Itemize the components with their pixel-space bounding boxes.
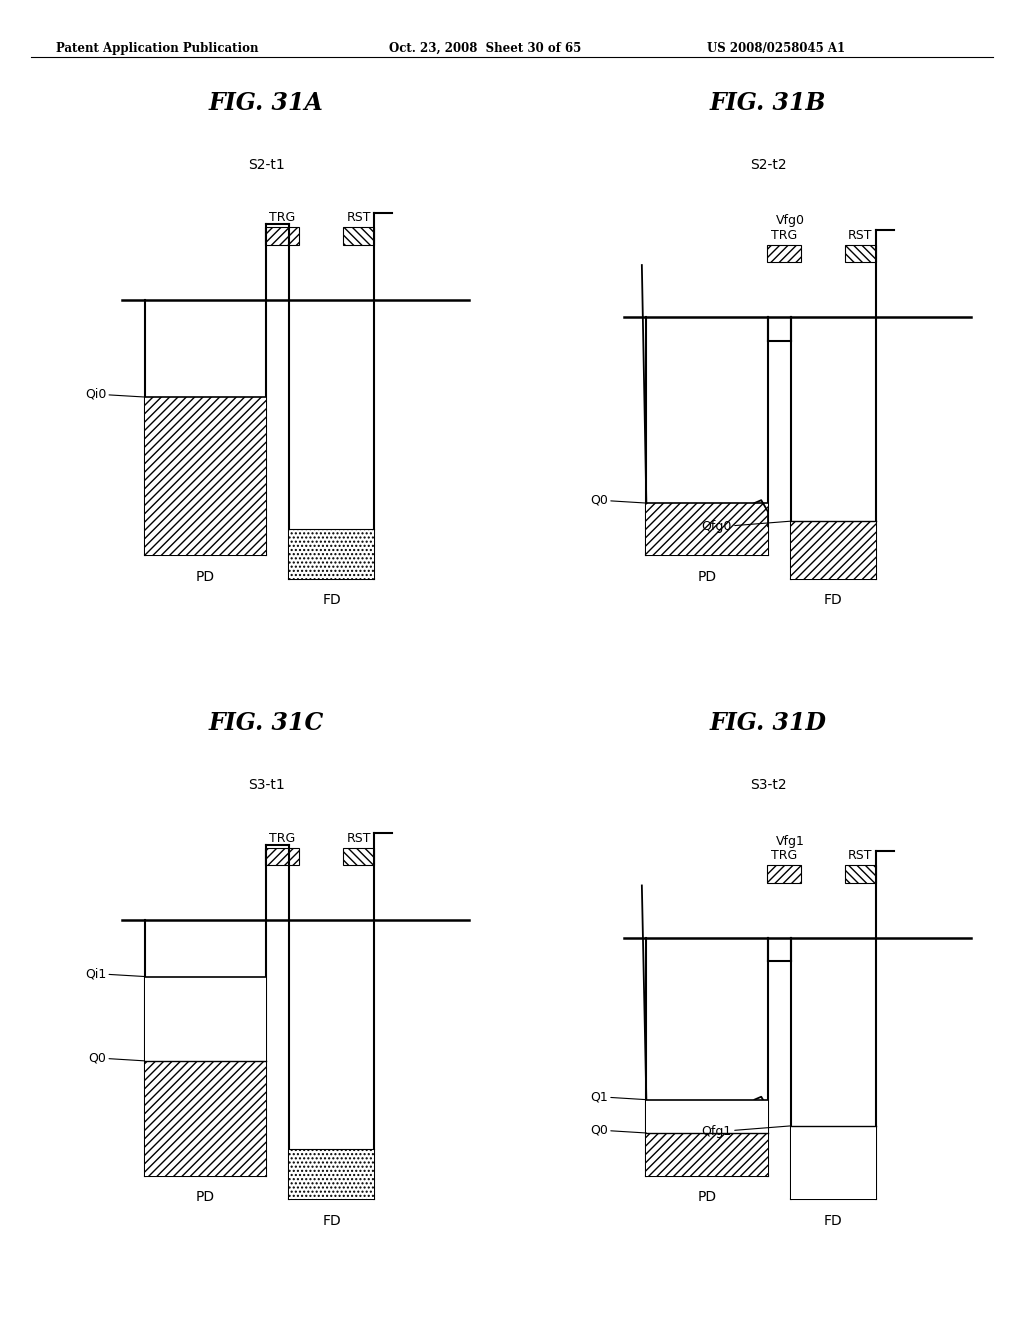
Text: Qi1: Qi1 [85, 968, 144, 981]
Bar [265, 847, 299, 865]
Text: FIG. 31C: FIG. 31C [209, 711, 324, 735]
Text: Vfg0: Vfg0 [776, 214, 805, 227]
Bar [646, 1100, 768, 1133]
Text: FD: FD [323, 1213, 341, 1228]
Bar [343, 227, 375, 244]
Bar [289, 528, 375, 578]
Text: RST: RST [346, 211, 371, 224]
Text: RST: RST [848, 849, 872, 862]
Text: Qfg1: Qfg1 [701, 1125, 791, 1138]
Text: FD: FD [824, 593, 843, 607]
Text: US 2008/0258045 A1: US 2008/0258045 A1 [707, 42, 845, 55]
Bar [767, 244, 801, 263]
Bar [845, 865, 877, 883]
Text: Q0: Q0 [88, 1052, 144, 1064]
Bar [265, 227, 299, 244]
Text: Patent Application Publication: Patent Application Publication [56, 42, 259, 55]
Text: Q0: Q0 [590, 494, 646, 507]
Text: TRG: TRG [771, 849, 797, 862]
Text: Qfg0: Qfg0 [701, 520, 791, 533]
Bar [791, 1126, 877, 1199]
Text: PD: PD [196, 570, 215, 583]
Text: TRG: TRG [269, 832, 295, 845]
Bar [767, 865, 801, 883]
Text: Vfg1: Vfg1 [776, 834, 805, 847]
Text: S3-t1: S3-t1 [248, 777, 285, 792]
Text: FD: FD [323, 593, 341, 607]
Bar [144, 1061, 266, 1176]
Text: S2-t2: S2-t2 [750, 157, 786, 172]
Bar [791, 521, 877, 578]
Text: TRG: TRG [269, 211, 295, 224]
Text: PD: PD [196, 1191, 215, 1204]
Bar [646, 1133, 768, 1176]
Text: PD: PD [697, 1191, 717, 1204]
Bar [144, 977, 266, 1061]
Text: FIG. 31A: FIG. 31A [209, 91, 324, 115]
Text: Q1: Q1 [590, 1090, 646, 1104]
Text: PD: PD [697, 570, 717, 583]
Bar [289, 1148, 375, 1199]
Text: RST: RST [848, 228, 872, 242]
Bar [144, 397, 266, 556]
Text: TRG: TRG [771, 228, 797, 242]
Text: S3-t2: S3-t2 [750, 777, 786, 792]
Text: FIG. 31D: FIG. 31D [710, 711, 826, 735]
Text: RST: RST [346, 832, 371, 845]
Bar [845, 244, 877, 263]
Text: S2-t1: S2-t1 [248, 157, 285, 172]
Bar [343, 847, 375, 865]
Text: FD: FD [824, 1213, 843, 1228]
Text: Q0: Q0 [590, 1123, 646, 1137]
Text: Qi0: Qi0 [85, 388, 144, 400]
Text: FIG. 31B: FIG. 31B [710, 91, 826, 115]
Bar [646, 503, 768, 556]
Text: Oct. 23, 2008  Sheet 30 of 65: Oct. 23, 2008 Sheet 30 of 65 [389, 42, 582, 55]
